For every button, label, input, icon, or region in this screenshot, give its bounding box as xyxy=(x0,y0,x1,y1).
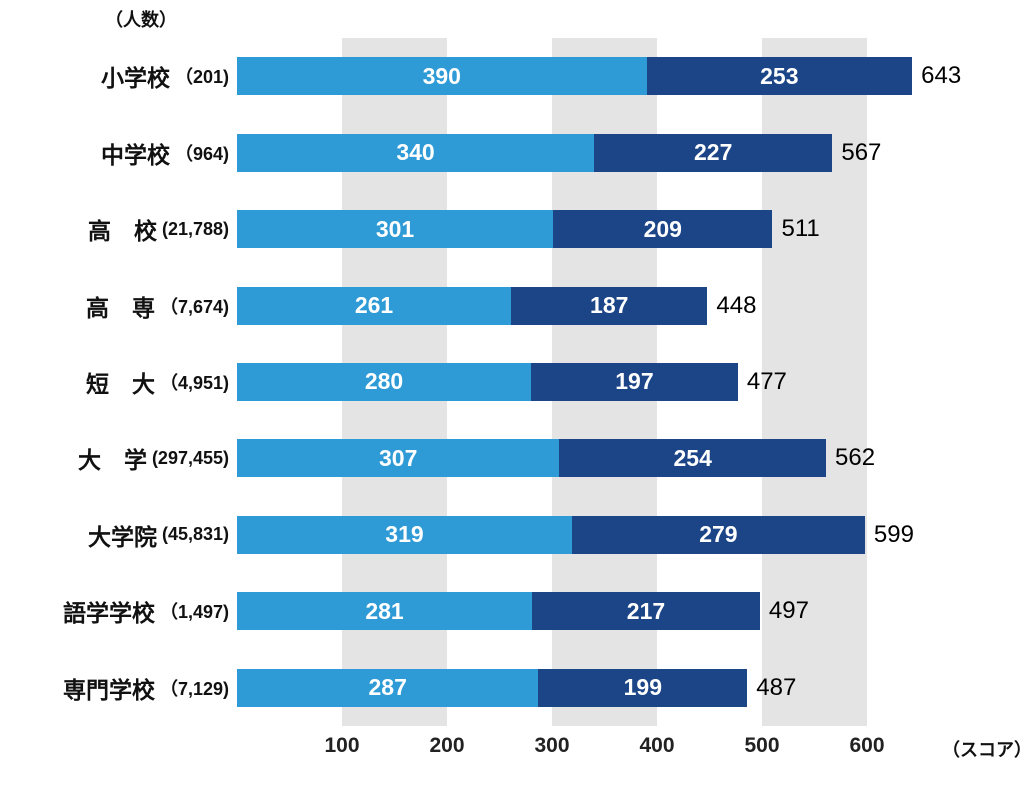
stacked-bar: 307 254 xyxy=(237,439,827,478)
stacked-bar: 340 227 xyxy=(237,133,833,172)
category-name: 中学校 xyxy=(100,141,170,168)
bar-segment-2: 209 xyxy=(553,210,773,249)
bar-segment-2: 197 xyxy=(531,362,738,401)
stacked-bar: 301 209 xyxy=(237,210,773,249)
stacked-bar: 281 217 xyxy=(237,592,760,631)
category-name: 語学学校 xyxy=(62,600,155,627)
category-label-row: 高 校 (21,788) xyxy=(0,191,237,267)
category-label-row: 中学校 （964) xyxy=(0,114,237,190)
bar-row: 261 187 448 xyxy=(237,267,1024,343)
bar-row: 287 199 487 xyxy=(237,650,1024,726)
bar-total-value: 477 xyxy=(746,367,787,395)
bar-row: 280 197 477 xyxy=(237,344,1024,420)
bar-segment-1: 390 xyxy=(237,57,647,96)
bar-segment-2: 279 xyxy=(571,515,865,554)
bar-segment-1: 340 xyxy=(237,133,594,172)
bar-segment-2: 227 xyxy=(594,133,833,172)
bar-segment-1: 280 xyxy=(237,362,531,401)
bar-total-value: 511 xyxy=(781,215,820,243)
category-label-row: 語学学校 （1,497) xyxy=(0,573,237,649)
bar-segment-1: 261 xyxy=(237,286,512,325)
bar-total-value: 497 xyxy=(768,597,809,625)
bar-total-value: 562 xyxy=(835,444,876,472)
plot-body: 小学校 （201) 中学校 （964) 高 校 (21,788) 高 専（7,674) 短 大… xyxy=(0,38,1024,726)
bar-segment-2: 217 xyxy=(532,592,760,631)
bar-total-value: 643 xyxy=(921,62,962,90)
category-name: 小学校 xyxy=(100,65,170,92)
bar-total-value: 448 xyxy=(716,291,757,319)
category-labels-column: 小学校 （201) 中学校 （964) 高 校 (21,788) 高 専（7,674) 短 大… xyxy=(0,38,237,726)
category-name: 専門学校 xyxy=(62,676,155,703)
bar-segment-1: 319 xyxy=(237,515,572,554)
x-axis-tick-label: 300 xyxy=(534,734,570,757)
bar-row: 340 227 567 xyxy=(237,114,1024,190)
category-label-row: 専門学校 （7,129) xyxy=(0,650,237,726)
category-count: （201) xyxy=(174,67,229,88)
stacked-bar: 319 279 xyxy=(237,515,865,554)
bar-segment-1: 301 xyxy=(237,210,554,249)
x-axis-tick-label: 400 xyxy=(639,734,675,757)
x-axis-row: （スコア） 100 200 300 400 500 600 xyxy=(0,726,1024,776)
bar-row: 390 253 643 xyxy=(237,38,1024,114)
bar-segment-1: 281 xyxy=(237,592,533,631)
category-count: （7,674) xyxy=(159,296,229,317)
category-label-row: 小学校 （201) xyxy=(0,38,237,114)
bar-row: 307 254 562 xyxy=(237,420,1024,496)
category-name: 大学院 xyxy=(87,523,157,550)
x-axis-tick-label: 200 xyxy=(429,734,465,757)
category-name: 高 専 xyxy=(85,294,155,321)
bar-total-value: 567 xyxy=(841,138,882,166)
category-label-row: 短 大（4,951) xyxy=(0,344,237,420)
category-name: 短 大 xyxy=(85,370,155,397)
category-count: （1,497) xyxy=(159,602,229,623)
chart-header-row: （人数） xyxy=(0,0,1024,38)
category-count: (21,788) xyxy=(161,218,229,239)
category-count: （7,129) xyxy=(159,678,229,699)
x-axis: （スコア） 100 200 300 400 500 600 xyxy=(237,726,1024,776)
bar-total-value: 599 xyxy=(873,520,914,548)
category-count: （4,951) xyxy=(159,372,229,393)
bar-segment-2: 187 xyxy=(511,286,708,325)
stacked-bar: 261 187 xyxy=(237,286,708,325)
bar-segment-2: 254 xyxy=(559,439,827,478)
x-axis-unit-label: （スコア） xyxy=(942,740,1024,760)
bar-segment-1: 287 xyxy=(237,668,539,707)
x-axis-tick-label: 100 xyxy=(324,734,360,757)
category-label-row: 高 専（7,674) xyxy=(0,267,237,343)
bar-row: 319 279 599 xyxy=(237,497,1024,573)
bar-segment-1: 307 xyxy=(237,439,560,478)
category-count: (297,455) xyxy=(151,447,229,468)
category-count: （964) xyxy=(174,143,229,164)
category-count: (45,831) xyxy=(161,524,229,545)
stacked-bar: 287 199 xyxy=(237,668,748,707)
stacked-bar: 390 253 xyxy=(237,57,913,96)
bar-row: 281 217 497 xyxy=(237,573,1024,649)
y-axis-unit-label: （人数） xyxy=(105,10,177,30)
bar-segment-2: 253 xyxy=(646,57,913,96)
axis-left-spacer xyxy=(0,726,237,776)
bar-row: 301 209 511 xyxy=(237,191,1024,267)
plot-area: 390 253 643 340 227 567 301 209 511 261 187 448 280 1… xyxy=(237,38,1024,726)
x-axis-tick-label: 600 xyxy=(849,734,885,757)
top-left-area: （人数） xyxy=(0,0,237,38)
x-axis-tick-label: 500 xyxy=(744,734,780,757)
category-name: 高 校 xyxy=(87,218,157,245)
bar-segment-2: 199 xyxy=(538,668,748,707)
stacked-bar: 280 197 xyxy=(237,362,738,401)
bar-total-value: 487 xyxy=(756,673,797,701)
category-label-row: 大学院 (45,831) xyxy=(0,497,237,573)
category-name: 大 学 xyxy=(77,447,147,474)
category-label-row: 大 学 (297,455) xyxy=(0,420,237,496)
